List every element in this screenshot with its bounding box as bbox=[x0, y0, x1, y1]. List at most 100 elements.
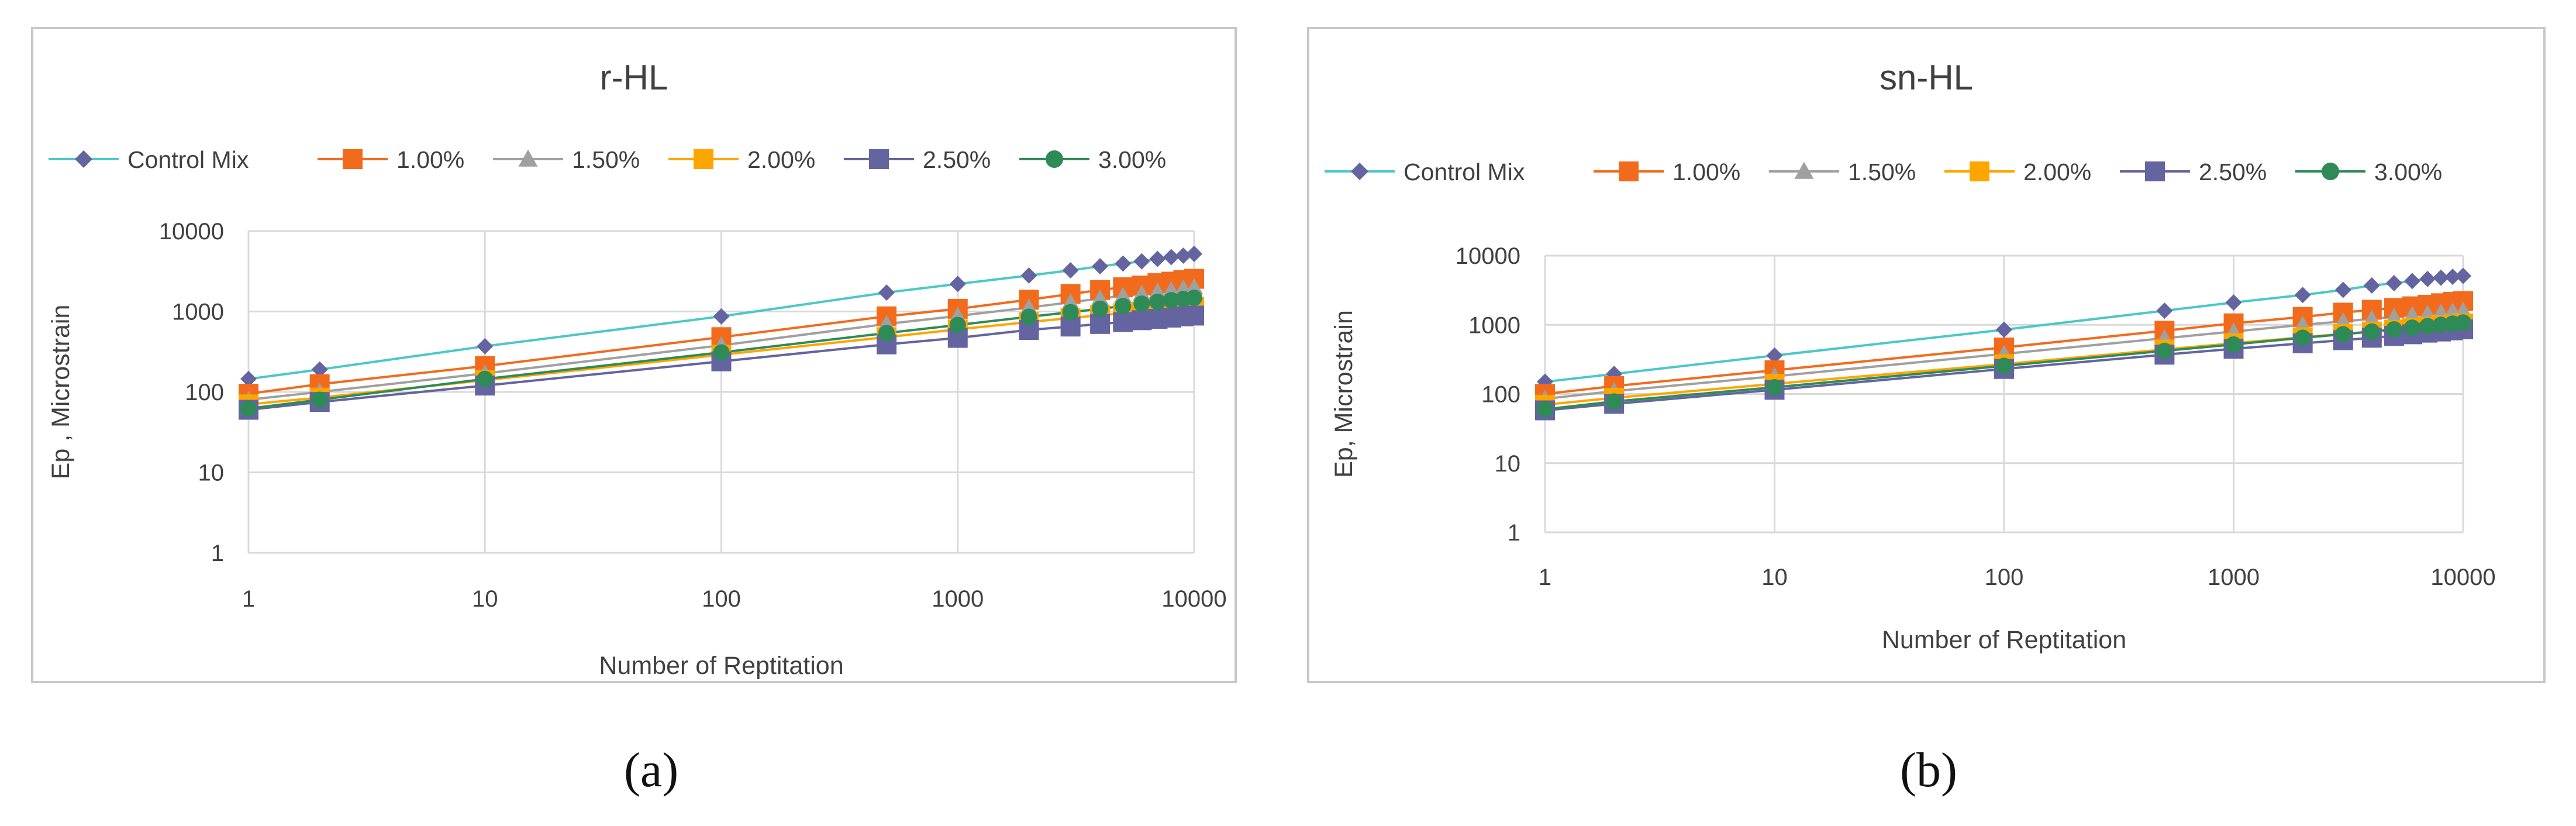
data-point bbox=[240, 400, 257, 417]
legend-marker bbox=[694, 149, 713, 169]
data-point bbox=[713, 344, 730, 361]
data-point bbox=[1061, 293, 1080, 309]
legend-entry: 2.00% bbox=[1944, 159, 2091, 185]
y-tick-label: 10000 bbox=[1456, 243, 1520, 269]
data-point bbox=[1115, 255, 1132, 272]
legend-label: 2.00% bbox=[2023, 159, 2091, 185]
legend-marker bbox=[1619, 161, 1639, 181]
data-point bbox=[1185, 278, 1203, 295]
legend-marker bbox=[1046, 150, 1063, 168]
data-point bbox=[1092, 300, 1109, 317]
data-point bbox=[240, 370, 257, 387]
legend-entry: Control Mix bbox=[1325, 159, 1525, 185]
y-tick-label: 10 bbox=[1495, 451, 1521, 477]
data-point bbox=[1092, 258, 1109, 275]
legend-entry: 3.00% bbox=[2295, 159, 2442, 185]
data-point bbox=[949, 276, 966, 292]
data-point bbox=[2432, 269, 2449, 286]
x-tick-label: 10000 bbox=[1161, 586, 1226, 612]
data-point bbox=[1115, 298, 1132, 315]
legend-entry: 1.00% bbox=[1594, 159, 1740, 185]
data-point bbox=[1133, 253, 1150, 270]
legend-label: 3.00% bbox=[2374, 159, 2442, 185]
series-markers bbox=[240, 290, 1202, 417]
caption-b: (b) bbox=[1900, 743, 1957, 797]
x-tick-label: 10 bbox=[1761, 565, 1788, 590]
legend-marker bbox=[343, 149, 363, 169]
x-axis-title: Number of Reptitation bbox=[1882, 626, 2126, 654]
data-point bbox=[2363, 277, 2380, 294]
data-point bbox=[1062, 262, 1079, 279]
data-point bbox=[2419, 270, 2436, 287]
legend-label: 2.50% bbox=[2199, 159, 2267, 185]
chart-panel-a: r-HL Control Mix 1.00% 1.50% 2.00% 2.50% 3.00%… bbox=[31, 27, 1237, 683]
y-axis-title: Ep, Microstrain bbox=[1330, 310, 1358, 478]
data-point bbox=[2444, 269, 2461, 285]
caption-a: (a) bbox=[624, 743, 679, 797]
legend-marker bbox=[518, 149, 538, 167]
y-tick-label: 100 bbox=[185, 380, 224, 405]
x-tick-label: 1000 bbox=[932, 586, 984, 612]
legend-marker bbox=[1970, 161, 1989, 181]
y-tick-label: 10 bbox=[198, 460, 225, 486]
data-point bbox=[1996, 321, 2012, 338]
legend-label: 2.50% bbox=[923, 146, 991, 173]
data-point bbox=[1163, 249, 1180, 266]
data-point bbox=[1766, 379, 1783, 396]
legend-label: 1.00% bbox=[1672, 159, 1740, 185]
data-point bbox=[2385, 275, 2402, 292]
data-point bbox=[713, 308, 730, 325]
legend-entry: 3.00% bbox=[1019, 146, 1166, 173]
y-tick-label: 1000 bbox=[1468, 312, 1520, 338]
data-point bbox=[1149, 250, 1166, 267]
chart-title: sn-HL bbox=[1880, 58, 1973, 97]
legend-entry: 2.50% bbox=[844, 146, 991, 173]
data-point bbox=[2403, 319, 2420, 336]
data-point bbox=[2419, 318, 2436, 335]
x-tick-label: 1 bbox=[242, 586, 255, 612]
data-point bbox=[1175, 247, 1192, 264]
x-tick-label: 1000 bbox=[2208, 565, 2260, 590]
data-point bbox=[2403, 273, 2420, 290]
chart-panel-b: sn-HL Control Mix 1.00% 1.50% 2.00% 2.50% 3.00… bbox=[1307, 27, 2546, 683]
data-point bbox=[1996, 357, 2012, 374]
y-tick-label: 10000 bbox=[159, 219, 224, 245]
legend-entry: 1.50% bbox=[1769, 159, 1916, 185]
data-point bbox=[1766, 347, 1783, 364]
data-point bbox=[1537, 401, 1553, 418]
legend-entry: 1.50% bbox=[493, 146, 640, 173]
data-point bbox=[878, 325, 895, 342]
y-axis-title: Ep , Microstrain bbox=[47, 305, 75, 480]
data-point bbox=[1132, 284, 1151, 301]
data-point bbox=[1062, 304, 1079, 321]
legend-entry: Control Mix bbox=[49, 146, 249, 173]
legend-marker bbox=[2322, 163, 2339, 180]
legend-entry: 1.00% bbox=[318, 146, 464, 173]
data-point bbox=[1090, 314, 1111, 334]
x-tick-label: 100 bbox=[702, 586, 741, 612]
series-markers bbox=[1537, 314, 2471, 418]
data-point bbox=[1020, 308, 1037, 325]
y-tick-label: 1000 bbox=[172, 300, 224, 325]
legend-entry: 2.50% bbox=[2120, 159, 2267, 185]
data-point bbox=[2294, 287, 2311, 304]
data-point bbox=[2294, 329, 2311, 346]
x-axis-title: Number of Reptitation bbox=[599, 652, 843, 680]
data-point bbox=[311, 391, 328, 408]
legend-entry: 2.00% bbox=[668, 146, 815, 173]
legend-label: 1.50% bbox=[572, 146, 640, 173]
data-point bbox=[949, 316, 966, 333]
data-point bbox=[311, 361, 328, 378]
data-point bbox=[1184, 305, 1204, 326]
data-point bbox=[1020, 267, 1037, 284]
y-tick-label: 100 bbox=[1481, 382, 1520, 408]
data-point bbox=[1113, 312, 1133, 332]
x-tick-label: 10000 bbox=[2430, 565, 2495, 590]
chart-title: r-HL bbox=[600, 58, 668, 97]
series-markers bbox=[1537, 267, 2471, 390]
data-point bbox=[2334, 281, 2351, 298]
data-point bbox=[1113, 287, 1132, 303]
data-point bbox=[477, 370, 494, 387]
data-point bbox=[477, 338, 494, 355]
